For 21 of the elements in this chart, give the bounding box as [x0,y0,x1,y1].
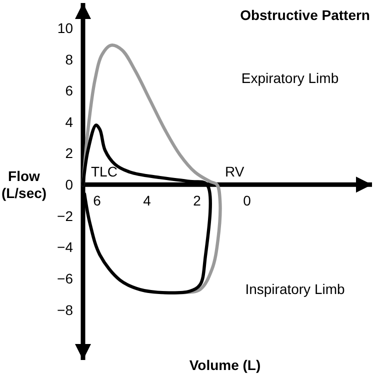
x-axis-title: Volume (L) [189,357,261,373]
chart-title: Obstructive Pattern [240,7,370,23]
y-tick-label: 2 [65,145,74,162]
annotation: TLC [91,164,118,180]
y-tick-label: −2 [57,208,74,224]
y-tick-label: 10 [57,20,74,36]
y-tick-label: −4 [57,239,74,256]
y-tick-label: 6 [65,82,74,99]
y-tick-label: −6 [57,270,74,286]
y-axis-title: Flow (L/sec) [1,168,47,201]
y-tick-label: −8 [57,302,74,318]
y-tick-label: 4 [65,114,74,130]
annotation: Expiratory Limb [241,70,339,86]
x-tick-label: 6 [93,192,102,209]
annotation: RV [225,164,245,180]
x-tick-label: 4 [143,192,152,209]
x-tick-label: 0 [243,192,252,209]
y-tick-label: 0 [65,176,74,193]
x-tick-label: 2 [193,192,202,209]
y-tick-label: 8 [65,51,74,68]
annotation: Inspiratory Limb [245,281,346,297]
